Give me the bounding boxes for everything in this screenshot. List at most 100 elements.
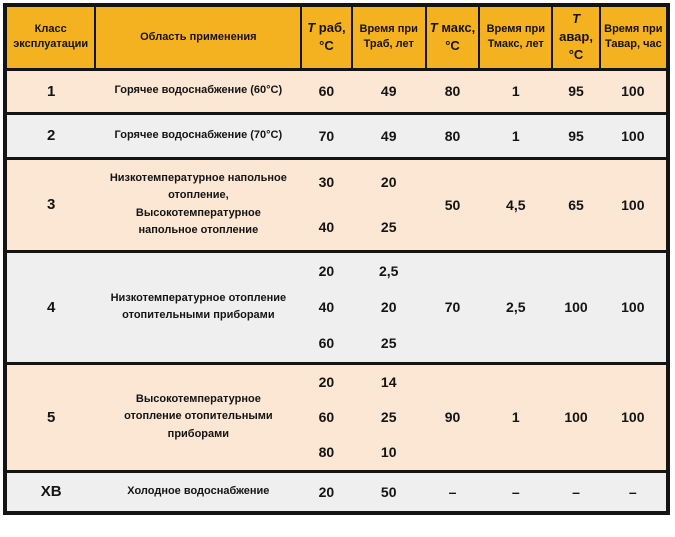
t-avar-cell: –	[572, 483, 580, 500]
t-rab-cell: 20	[318, 483, 335, 500]
t-rab-value: 20	[318, 374, 335, 390]
t-avar-cell: 95	[568, 83, 584, 99]
t-rab-cell: 20 40 60	[301, 251, 351, 363]
application-cell: Высокотемпературное отопление отопительн…	[124, 393, 273, 440]
time-max-cell: 1	[511, 409, 520, 425]
header-line: Время при	[486, 22, 545, 35]
t-rab-cell: 70	[318, 127, 335, 144]
time-rab-cell: 2,5 20 25	[352, 251, 426, 363]
t-max-cell: 80	[444, 83, 461, 99]
application-cell: Низкотемпературное напольное отопление, …	[109, 172, 287, 236]
application-cell: Холодное водоснабжение	[127, 485, 270, 498]
header-symbol: T	[307, 20, 316, 36]
header-line: °С	[319, 38, 334, 54]
table-row: 3 Низкотемпературное напольное отопление…	[5, 158, 668, 251]
page: Класс эксплуатации Область применения T …	[3, 3, 670, 515]
column-header-t-rab: T раб, °С	[300, 4, 353, 70]
t-avar-cell: 100	[564, 299, 588, 315]
header-line: T раб,	[303, 19, 349, 37]
t-rab-value: 40	[318, 219, 335, 235]
header-symbol: T	[429, 20, 438, 36]
header-line: T авар,	[554, 10, 597, 46]
column-header-time-rab: Время при Траб, лет	[350, 4, 427, 70]
time-rab-cell: 49	[380, 83, 397, 99]
header-text: авар,	[559, 29, 593, 45]
column-header-class: Класс эксплуатации	[3, 4, 97, 70]
t-max-cell: –	[448, 483, 457, 500]
time-rab-cell: 14 25 10	[352, 363, 426, 471]
table-row: 2 Горячее водоснабжение (70°С) 70 49 80 …	[5, 113, 668, 158]
header-text: макс,	[437, 20, 476, 36]
header-line: Тавар, час	[604, 38, 662, 51]
time-avar-cell: 100	[621, 196, 645, 213]
column-header-t-max: T макс, °С	[424, 4, 481, 70]
time-rab-cell: 50	[380, 483, 397, 500]
class-cell: ХВ	[40, 483, 62, 501]
t-rab-value: 60	[318, 409, 335, 425]
header-symbol: T	[572, 10, 581, 26]
t-max-cell: 80	[444, 127, 461, 144]
t-rab-value: 30	[318, 174, 335, 190]
t-rab-cell: 30 40	[301, 158, 351, 251]
class-cell: 4	[47, 298, 56, 316]
t-max-cell: 70	[444, 299, 461, 315]
table-row: 5 Высокотемпературное отопление отопител…	[5, 363, 668, 471]
column-header-time-max: Время при Тмакс, лет	[478, 4, 554, 70]
class-cell: 2	[47, 127, 56, 144]
time-max-cell: 1	[511, 127, 520, 144]
time-rab-cell: 20 25	[352, 158, 426, 251]
time-avar-cell: 100	[621, 83, 645, 99]
column-header-time-avar: Время при Тавар, час	[598, 4, 670, 70]
time-rab-value: 14	[380, 374, 397, 390]
header-line: °С	[568, 47, 584, 63]
header-line: Класс	[34, 22, 67, 35]
header-row: Класс эксплуатации Область применения T …	[3, 4, 670, 70]
time-rab-cell: 49	[380, 127, 397, 144]
header-text: раб,	[315, 20, 346, 36]
header-line: эксплуатации	[13, 38, 89, 51]
table-row: 1 Горячее водоснабжение (60°С) 60 49 80 …	[5, 69, 668, 113]
header-line: Тмакс, лет	[487, 38, 544, 51]
class-cell: 3	[47, 196, 56, 213]
t-avar-cell: 65	[568, 196, 584, 213]
time-avar-cell: 100	[621, 127, 645, 144]
t-rab-cell: 20 60 80	[301, 363, 351, 471]
t-rab-value: 80	[318, 444, 335, 460]
time-rab-value: 10	[380, 444, 397, 460]
time-rab-value: 20	[380, 174, 397, 190]
t-avar-cell: 100	[564, 409, 588, 425]
time-rab-value: 25	[380, 335, 397, 352]
header-line: Время при	[359, 22, 418, 35]
header-line: T макс,	[428, 19, 477, 37]
time-rab-value: 25	[380, 219, 397, 235]
t-max-cell: 50	[444, 196, 461, 213]
application-cell: Низкотемпературное отопление отопительны…	[110, 291, 287, 321]
header-line: Время при	[604, 22, 663, 35]
time-rab-value: 25	[380, 409, 397, 425]
header-line: °С	[445, 38, 460, 54]
time-avar-cell: –	[628, 483, 637, 500]
time-max-cell: 2,5	[506, 299, 526, 315]
application-cell: Горячее водоснабжение (70°С)	[114, 128, 283, 141]
t-rab-value: 20	[318, 262, 335, 279]
header-line: Траб, лет	[363, 38, 414, 51]
class-cell: 1	[47, 82, 56, 100]
column-header-t-avar: T авар, °С	[551, 4, 601, 70]
t-rab-value: 40	[318, 298, 335, 315]
time-avar-cell: 100	[621, 299, 645, 315]
t-avar-cell: 95	[568, 127, 584, 144]
time-rab-value: 20	[380, 298, 397, 315]
time-rab-value: 2,5	[378, 262, 399, 279]
table-row: 4 Низкотемпературное отопление отопитель…	[5, 251, 668, 363]
application-cell: Горячее водоснабжение (60°С)	[114, 84, 283, 97]
time-max-cell: 1	[511, 83, 520, 99]
time-avar-cell: 100	[621, 409, 645, 425]
t-max-cell: 90	[444, 409, 461, 425]
time-max-cell: –	[511, 483, 520, 500]
time-max-cell: 4,5	[506, 196, 526, 213]
t-rab-cell: 60	[318, 83, 335, 99]
column-header-application: Область применения	[94, 4, 303, 70]
table-row: ХВ Холодное водоснабжение 20 50 – – – –	[5, 471, 668, 513]
operation-class-table: Класс эксплуатации Область применения T …	[3, 3, 670, 515]
class-cell: 5	[47, 408, 56, 426]
